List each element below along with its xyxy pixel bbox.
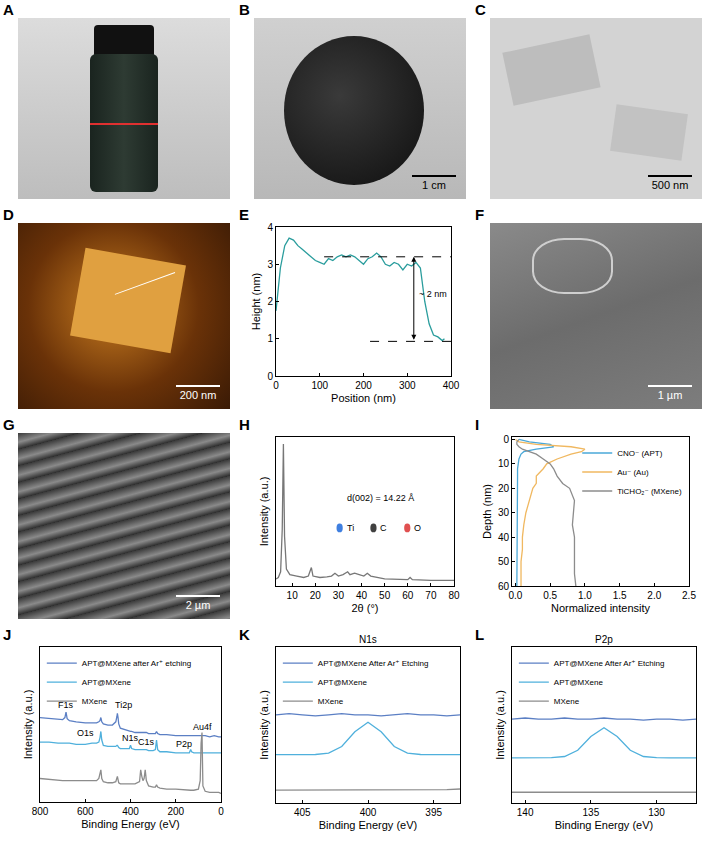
- svg-text:10: 10: [287, 590, 299, 601]
- svg-text:0: 0: [503, 434, 509, 445]
- svg-text:0.5: 0.5: [543, 590, 557, 601]
- svg-text:N1s: N1s: [359, 634, 377, 645]
- svg-text:P2p: P2p: [176, 739, 192, 749]
- svg-text:10: 10: [498, 458, 510, 469]
- svg-text:APT@MXene: APT@MXene: [82, 678, 132, 687]
- svg-text:20: 20: [498, 483, 510, 494]
- svg-text:200: 200: [355, 380, 372, 391]
- svg-text:50: 50: [498, 556, 510, 567]
- svg-text:200: 200: [167, 806, 184, 817]
- svg-text:1.0: 1.0: [578, 590, 592, 601]
- svg-text:Binding Energy (eV): Binding Energy (eV): [555, 819, 653, 831]
- svg-text:APT@MXene After Ar⁺ Etching: APT@MXene After Ar⁺ Etching: [554, 659, 665, 668]
- svg-text:395: 395: [425, 807, 442, 818]
- svg-text:Ti2p: Ti2p: [115, 700, 132, 710]
- svg-text:0: 0: [218, 806, 224, 817]
- svg-text:Normalized intensity: Normalized intensity: [551, 602, 651, 614]
- svg-text:MXene: MXene: [318, 697, 344, 706]
- svg-text:100: 100: [311, 380, 328, 391]
- svg-text:4: 4: [267, 222, 273, 233]
- html-text:1 cm: 1 cm: [422, 179, 446, 191]
- svg-text:Binding Energy (eV): Binding Energy (eV): [81, 818, 179, 830]
- svg-text:20: 20: [310, 590, 322, 601]
- html-text:D: D: [3, 206, 14, 223]
- svg-text:0.0: 0.0: [509, 590, 523, 601]
- svg-text:~ 2 nm: ~ 2 nm: [419, 289, 447, 299]
- svg-text:405: 405: [294, 807, 311, 818]
- svg-text:O1s: O1s: [77, 728, 94, 738]
- svg-text:70: 70: [425, 590, 437, 601]
- svg-text:Height (nm): Height (nm): [250, 273, 262, 330]
- svg-text:TiCHO₂⁻ (MXene): TiCHO₂⁻ (MXene): [617, 487, 682, 496]
- html-text:2 µm: 2 µm: [185, 599, 211, 611]
- svg-text:Au⁻ (Au): Au⁻ (Au): [617, 468, 649, 477]
- svg-text:1.5: 1.5: [613, 590, 627, 601]
- svg-text:40: 40: [498, 532, 510, 543]
- svg-text:130: 130: [648, 807, 665, 818]
- svg-text:Intensity (a.u.): Intensity (a.u.): [258, 477, 270, 547]
- svg-text:60: 60: [402, 590, 414, 601]
- svg-text:50: 50: [379, 590, 391, 601]
- svg-text:600: 600: [77, 806, 94, 817]
- svg-text:135: 135: [583, 807, 600, 818]
- html-text:E: E: [239, 206, 249, 223]
- svg-text:0: 0: [267, 371, 273, 382]
- html-text:F: F: [475, 206, 485, 223]
- svg-text:60: 60: [498, 581, 510, 592]
- svg-text:MXene: MXene: [554, 697, 580, 706]
- svg-text:Intensity (a.u.): Intensity (a.u.): [258, 690, 270, 760]
- svg-text:CNO⁻ (APT): CNO⁻ (APT): [617, 449, 662, 458]
- html-text:K: K: [239, 626, 250, 643]
- svg-text:P2p: P2p: [595, 634, 613, 645]
- svg-text:d(002) = 14.22 Å: d(002) = 14.22 Å: [347, 493, 414, 503]
- svg-text:APT@MXene after Ar⁺ etching: APT@MXene after Ar⁺ etching: [82, 659, 191, 668]
- svg-text:APT@MXene: APT@MXene: [318, 678, 368, 687]
- svg-text:800: 800: [32, 806, 49, 817]
- svg-text:0: 0: [273, 380, 279, 391]
- html-text:200 nm: 200 nm: [179, 389, 217, 401]
- svg-text:30: 30: [498, 507, 510, 518]
- svg-text:C1s: C1s: [138, 737, 155, 747]
- svg-text:2: 2: [267, 296, 273, 307]
- html-text:A: A: [3, 1, 14, 18]
- svg-text:Position (nm): Position (nm): [331, 392, 396, 404]
- html-text:I: I: [475, 416, 480, 433]
- svg-text:3: 3: [267, 259, 273, 270]
- svg-text:O: O: [414, 523, 421, 533]
- svg-text:1: 1: [267, 333, 273, 344]
- svg-text:C: C: [380, 523, 387, 533]
- svg-text:Ti: Ti: [347, 523, 354, 533]
- svg-text:Binding Energy (eV): Binding Energy (eV): [319, 819, 417, 831]
- svg-text:2.5: 2.5: [682, 590, 696, 601]
- svg-text:Au4f: Au4f: [193, 722, 212, 732]
- html-text:H: H: [239, 416, 250, 433]
- html-text:1 µm: 1 µm: [657, 389, 683, 401]
- svg-text:2.0: 2.0: [647, 590, 661, 601]
- svg-text:30: 30: [333, 590, 345, 601]
- svg-text:80: 80: [448, 590, 460, 601]
- svg-text:APT@MXene: APT@MXene: [554, 678, 604, 687]
- svg-text:140: 140: [517, 807, 534, 818]
- svg-text:2θ (°): 2θ (°): [351, 602, 378, 614]
- html-text:C: C: [475, 1, 486, 18]
- svg-text:Depth (nm): Depth (nm): [481, 484, 493, 539]
- svg-text:400: 400: [122, 806, 139, 817]
- svg-text:F1s: F1s: [58, 700, 74, 710]
- html-text:L: L: [475, 626, 485, 643]
- html-text:G: G: [3, 416, 15, 433]
- svg-text:400: 400: [443, 380, 460, 391]
- html-text:500 nm: 500 nm: [651, 179, 689, 191]
- svg-text:MXene: MXene: [82, 697, 108, 706]
- svg-text:Intensity (a.u.): Intensity (a.u.): [494, 690, 506, 760]
- svg-text:300: 300: [399, 380, 416, 391]
- html-text:J: J: [3, 626, 12, 643]
- svg-text:Intensity (a.u.): Intensity (a.u.): [22, 690, 34, 760]
- svg-text:40: 40: [356, 590, 368, 601]
- svg-text:N1s: N1s: [122, 733, 139, 743]
- svg-text:APT@MXene After Ar⁺ Etching: APT@MXene After Ar⁺ Etching: [318, 659, 429, 668]
- svg-text:400: 400: [360, 807, 377, 818]
- html-text:B: B: [239, 1, 250, 18]
